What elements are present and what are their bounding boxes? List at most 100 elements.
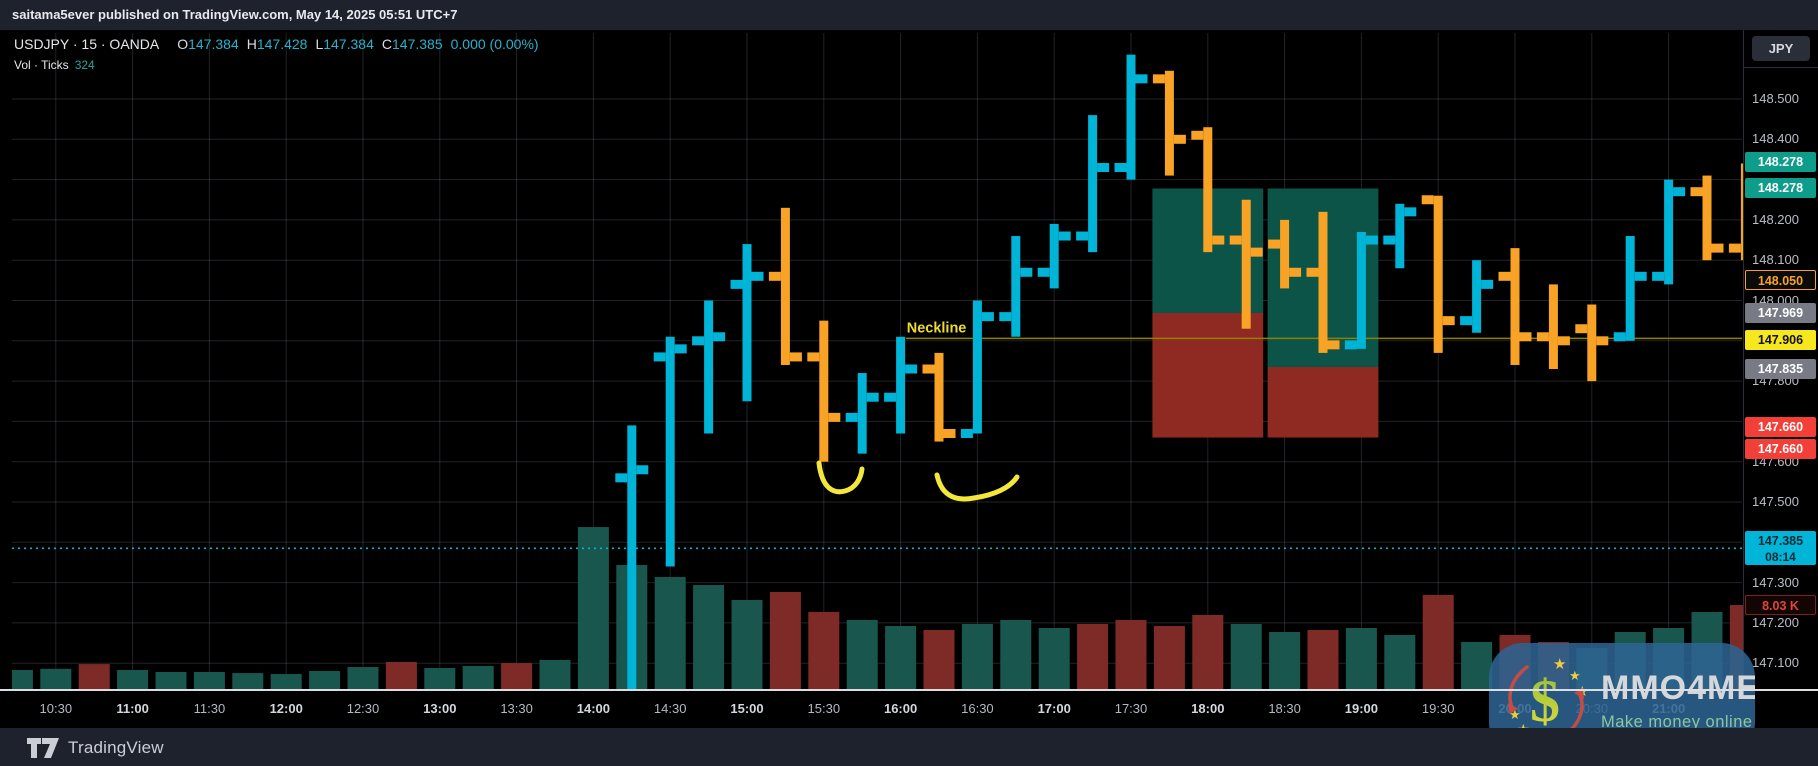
price-badge-gray: 147.969 bbox=[1745, 302, 1816, 323]
close-tick bbox=[1097, 163, 1110, 173]
close-tick bbox=[713, 332, 726, 342]
currency-toggle-button[interactable]: JPY bbox=[1752, 36, 1810, 61]
open-tick bbox=[1536, 332, 1549, 342]
open-tick bbox=[1152, 74, 1165, 84]
ohlc-bar-18:45 bbox=[1306, 211, 1340, 353]
price-badge-teal: 148.278 bbox=[1745, 178, 1816, 199]
ohlc-bar-17:15 bbox=[1076, 115, 1110, 253]
close-tick bbox=[828, 412, 841, 422]
open-tick bbox=[1690, 187, 1703, 197]
open-tick bbox=[960, 428, 973, 438]
ohlc-bar-16:45 bbox=[999, 236, 1033, 337]
price-scale[interactable]: JPY 148.500 148.400 148.200 148.100 148.000 1… bbox=[1743, 30, 1818, 691]
ohlc-bar-20:15 bbox=[1536, 284, 1570, 370]
close-tick bbox=[1058, 231, 1071, 241]
ohlc-letter: L bbox=[315, 36, 324, 52]
time-tick-label: 19:30 bbox=[1421, 701, 1455, 716]
close-tick bbox=[1596, 336, 1609, 346]
price-badge-red: 147.660 bbox=[1745, 438, 1816, 459]
volume-value: 324 bbox=[74, 58, 95, 72]
open-tick bbox=[1421, 195, 1434, 205]
bar-range bbox=[665, 336, 675, 567]
ohlc-bar-17:30 bbox=[1114, 54, 1148, 180]
ohlc-bar-16:30 bbox=[960, 300, 994, 438]
volume-bar bbox=[1115, 619, 1147, 690]
volume-bar bbox=[347, 667, 379, 690]
time-tick-label: 17:30 bbox=[1114, 701, 1148, 716]
open-tick bbox=[845, 412, 858, 422]
legend-symbol-row: USDJPY · 15 · OANDA O147.384 H147.428 L147.… bbox=[14, 36, 539, 55]
time-tick-label: 15:00 bbox=[730, 701, 764, 716]
smile-left bbox=[816, 460, 865, 495]
close-tick bbox=[905, 364, 918, 374]
open-tick bbox=[1268, 239, 1281, 249]
bar-range bbox=[1011, 236, 1021, 337]
bar-range bbox=[1049, 223, 1059, 289]
price-tick-label: 148.500 bbox=[1752, 91, 1799, 106]
open-tick bbox=[1344, 340, 1357, 350]
close-tick bbox=[981, 312, 994, 322]
volume-bar bbox=[1077, 623, 1109, 690]
volume-bar bbox=[577, 527, 609, 690]
plot-group: Neckline bbox=[12, 33, 1746, 691]
ohlc-number: 147.428 bbox=[256, 36, 308, 52]
volume-bar bbox=[769, 592, 801, 690]
price-tick-label: 147.300 bbox=[1752, 574, 1799, 590]
ohlc-bar-20:30 bbox=[1575, 304, 1609, 382]
open-tick bbox=[884, 392, 897, 402]
volume-bar bbox=[1461, 641, 1493, 690]
volume-bar bbox=[654, 576, 686, 690]
volume-bar bbox=[40, 668, 72, 690]
symbol-title: USDJPY · 15 · OANDA bbox=[14, 36, 160, 52]
bar-range bbox=[1356, 231, 1366, 349]
bottom-toolbar: TradingView bbox=[0, 728, 1818, 766]
bar-range bbox=[1280, 219, 1290, 289]
pane-separator[interactable] bbox=[0, 689, 1818, 691]
close-tick bbox=[1135, 74, 1148, 84]
open-tick bbox=[1728, 243, 1741, 253]
watermark-brand: MMO4ME bbox=[1601, 669, 1755, 707]
time-tick-label: 18:00 bbox=[1191, 701, 1225, 716]
volume-bar bbox=[1000, 619, 1032, 690]
volume-bar bbox=[961, 623, 993, 690]
time-tick-label: 16:30 bbox=[961, 701, 994, 716]
ohlc-bar-16:15 bbox=[922, 352, 956, 442]
ohlc-bar-19:45 bbox=[1460, 260, 1494, 333]
ohlc-bar-15:30 bbox=[807, 320, 841, 462]
time-tick-label: 12:00 bbox=[269, 701, 303, 716]
ohlc-bar-15:00 bbox=[730, 244, 764, 402]
open-tick bbox=[1613, 332, 1626, 342]
volume-bar bbox=[117, 670, 149, 690]
bar-range bbox=[1241, 199, 1251, 329]
volume-bar bbox=[923, 630, 955, 690]
bar-range bbox=[1203, 127, 1213, 253]
ohlc-values: O147.384 H147.428 L147.384 C147.385 bbox=[169, 36, 442, 52]
bar-range bbox=[704, 300, 714, 434]
volume-bar bbox=[1192, 614, 1224, 690]
close-tick bbox=[1634, 271, 1647, 281]
change-value: 0.000 (0.00%) bbox=[450, 36, 539, 52]
volume-bar bbox=[385, 661, 417, 690]
close-tick bbox=[1557, 336, 1570, 346]
chart-legend[interactable]: USDJPY · 15 · OANDA O147.384 H147.428 L147.… bbox=[14, 36, 539, 72]
price-badge-orange-outline: 148.050 bbox=[1745, 270, 1816, 291]
tradingview-logo-link[interactable]: TradingView bbox=[26, 737, 164, 759]
ohlc-bar-15:45 bbox=[845, 373, 879, 454]
ohlc-bar-19:30 bbox=[1421, 195, 1455, 353]
ohlc-number: 147.385 bbox=[392, 36, 443, 52]
close-tick bbox=[1673, 187, 1686, 197]
open-tick bbox=[692, 336, 705, 346]
ohlc-letter: O bbox=[177, 36, 189, 52]
volume-label: Vol · Ticks bbox=[14, 58, 69, 72]
time-tick-label: 11:00 bbox=[116, 701, 149, 716]
bar-range bbox=[1126, 54, 1136, 180]
price-tick-label: 147.500 bbox=[1752, 494, 1799, 509]
close-tick bbox=[1442, 316, 1455, 326]
bar-range bbox=[1510, 248, 1520, 365]
bar-range bbox=[1548, 284, 1558, 370]
close-tick bbox=[1289, 267, 1302, 277]
ohlc-bar-21:15 bbox=[1690, 175, 1724, 261]
ohlc-bar-14:15 bbox=[615, 425, 649, 691]
